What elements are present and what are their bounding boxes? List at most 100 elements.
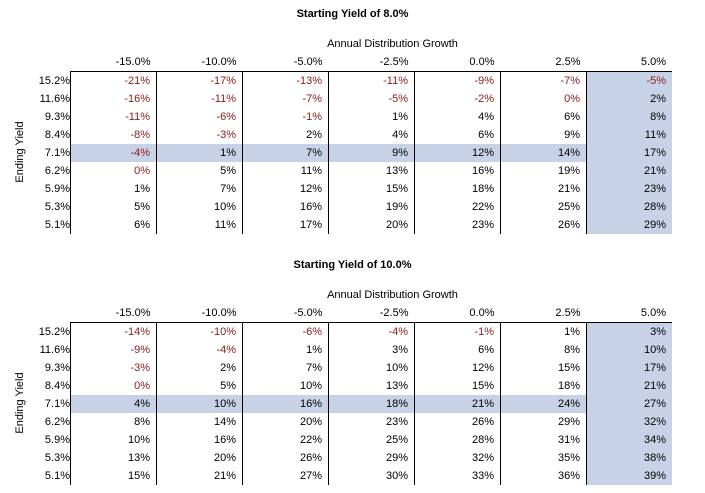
table-cell: 11% — [242, 162, 329, 180]
table-cell: 26% — [414, 413, 501, 431]
table-cell: -4% — [328, 322, 415, 341]
row-label: 9.3% — [44, 362, 70, 374]
row-label: 6.2% — [44, 416, 70, 428]
table-cell: 15% — [500, 359, 587, 377]
table-cell: -8% — [70, 126, 157, 144]
table-cell: 26% — [242, 449, 329, 467]
table-cell: 10% — [242, 377, 329, 395]
table-row: 11.6% -16% -11% -7% -5% -2% 0% 2% — [0, 90, 672, 108]
table-cell: -21% — [70, 71, 157, 90]
table-cell: 16% — [414, 162, 501, 180]
column-header: 5.0% — [586, 53, 672, 72]
table-title: Starting Yield of 8.0% — [296, 8, 409, 20]
table-block-10pct: Starting Yield of 10.0% Annual Distribut… — [0, 259, 705, 493]
table-cell: 0% — [500, 90, 587, 108]
table-row: 11.6% -9% -4% 1% 3% 6% 8% 10% — [0, 341, 672, 359]
table-cell: -10% — [156, 322, 243, 341]
table-cell: 21% — [586, 162, 672, 180]
row-label: 11.6% — [39, 344, 70, 356]
table-cell: 20% — [328, 216, 415, 234]
table-cell: 13% — [70, 449, 157, 467]
table-cell: 5% — [156, 377, 243, 395]
table-cell: 21% — [500, 180, 587, 198]
row-label: 5.1% — [44, 219, 70, 231]
table-cell: 4% — [414, 108, 501, 126]
row-label: 7.1% — [44, 398, 70, 410]
table-cell: 33% — [414, 467, 501, 485]
table-cell: -5% — [586, 71, 672, 90]
table-cell: 15% — [328, 180, 415, 198]
table-cell: 9% — [328, 144, 415, 162]
table-cell: 18% — [328, 395, 415, 413]
table-row: 7.1% 4% 10% 16% 18% 21% 24% 27% — [0, 395, 672, 413]
table-cell: 15% — [70, 467, 157, 485]
header-corner — [0, 53, 71, 72]
table-cell: 3% — [586, 322, 672, 341]
table-row: 6.2% 0% 5% 11% 13% 16% 19% 21% — [0, 162, 672, 180]
table-row: 5.9% 10% 16% 22% 25% 28% 31% 34% — [0, 431, 672, 449]
column-header: 2.5% — [500, 53, 587, 72]
table-cell: 8% — [70, 413, 157, 431]
table-cell: 25% — [328, 431, 415, 449]
table-cell: -3% — [156, 126, 243, 144]
table-cell: -3% — [70, 359, 157, 377]
table-cell: 16% — [156, 431, 243, 449]
table-cell: 2% — [156, 359, 243, 377]
table-cell: 27% — [586, 395, 672, 413]
table-cell: -9% — [70, 341, 157, 359]
table-cell: 6% — [414, 126, 501, 144]
table-title: Starting Yield of 10.0% — [293, 259, 412, 271]
row-label: 8.4% — [44, 380, 70, 392]
table-row: 15.2% -21% -17% -13% -11% -9% -7% -5% — [0, 71, 672, 90]
header-row: -15.0% -10.0% -5.0% -2.5% 0.0% 2.5% 5.0% — [0, 53, 672, 72]
table-cell: 4% — [328, 126, 415, 144]
table-cell: 21% — [586, 377, 672, 395]
table-cell: 17% — [586, 144, 672, 162]
table-cell: 8% — [586, 108, 672, 126]
table-cell: -16% — [70, 90, 157, 108]
table-cell: 29% — [586, 216, 672, 234]
table-cell: 6% — [70, 216, 157, 234]
row-label: 15.2% — [38, 325, 70, 338]
table-cell: 1% — [328, 108, 415, 126]
table-cell: 29% — [328, 449, 415, 467]
table-cell: 17% — [242, 216, 329, 234]
table-cell: -17% — [156, 71, 243, 90]
table-row: 8.4% 0% 5% 10% 13% 15% 18% 21% — [0, 377, 672, 395]
row-label: 11.6% — [39, 93, 70, 105]
table-cell: 31% — [500, 431, 587, 449]
table-cell: 13% — [328, 162, 415, 180]
table-row: 9.3% -3% 2% 7% 10% 12% 15% 17% — [0, 359, 672, 377]
table-cell: 12% — [242, 180, 329, 198]
row-label: 9.3% — [44, 111, 70, 123]
table-cell: 26% — [500, 216, 587, 234]
table-cell: 2% — [242, 126, 329, 144]
table-cell: 3% — [328, 341, 415, 359]
table-cell: 36% — [500, 467, 587, 485]
column-header: 0.0% — [414, 304, 501, 323]
table-cell: 28% — [414, 431, 501, 449]
table-row: 5.1% 6% 11% 17% 20% 23% 26% 29% — [0, 216, 672, 234]
table-cell: 1% — [156, 144, 243, 162]
table-cell: 4% — [70, 395, 157, 413]
table-cell: 34% — [586, 431, 672, 449]
column-header: -15.0% — [70, 53, 157, 72]
table-cell: 6% — [500, 108, 587, 126]
table-cell: -11% — [70, 108, 157, 126]
row-label: 5.9% — [44, 183, 70, 195]
table-cell: 19% — [500, 162, 587, 180]
column-header: -2.5% — [328, 304, 415, 323]
table-cell: 7% — [242, 144, 329, 162]
row-label: 7.1% — [44, 147, 70, 159]
table-cell: 11% — [156, 216, 243, 234]
table-cell: 25% — [500, 198, 587, 216]
header-corner — [0, 304, 71, 323]
table-cell: 10% — [156, 198, 243, 216]
table-cell: -6% — [242, 322, 329, 341]
table-cell: 35% — [500, 449, 587, 467]
table-row: 5.3% 5% 10% 16% 19% 22% 25% 28% — [0, 198, 672, 216]
column-header: -5.0% — [242, 53, 329, 72]
row-label: 5.1% — [44, 470, 70, 482]
table-cell: 20% — [156, 449, 243, 467]
table-cell: -6% — [156, 108, 243, 126]
